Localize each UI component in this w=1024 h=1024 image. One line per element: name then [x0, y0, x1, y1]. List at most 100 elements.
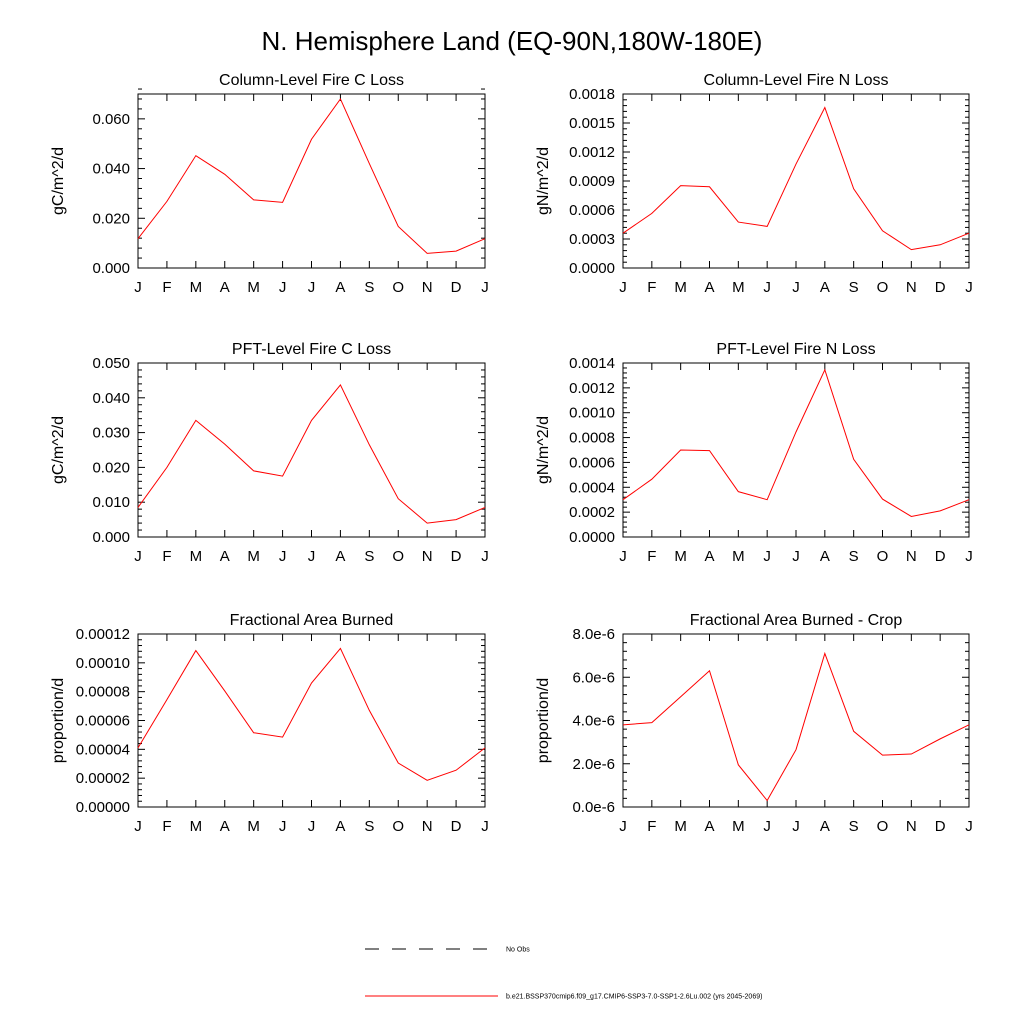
- x-tick-label: J: [792, 818, 800, 835]
- legend: No Obs b.e21.BSSP370cmip6.f09_g17.CMIP6-…: [365, 947, 762, 1001]
- y-axis-label: gN/m^2/d: [535, 147, 552, 215]
- x-tick-label: N: [422, 818, 433, 835]
- x-tick-label: J: [619, 548, 627, 565]
- x-tick-label: J: [619, 818, 627, 835]
- x-tick-label: J: [134, 548, 142, 565]
- y-tick-label: 4.0e-6: [572, 713, 615, 730]
- series-line: [622, 651, 970, 802]
- x-tick-label: F: [647, 548, 656, 565]
- chart-title: Fractional Area Burned: [230, 612, 394, 629]
- x-tick-label: J: [619, 279, 627, 296]
- y-tick-label: 0.050: [92, 355, 130, 372]
- x-tick-label: A: [704, 818, 714, 835]
- plot-frame: [622, 633, 970, 808]
- y-tick-label: 0.0015: [569, 115, 615, 132]
- x-tick-label: J: [134, 818, 142, 835]
- x-tick-label: M: [247, 548, 260, 565]
- y-tick-label: 0.0008: [569, 430, 615, 447]
- x-tick-label: M: [732, 279, 745, 296]
- x-tick-label: D: [935, 818, 946, 835]
- y-tick-label: 0.040: [92, 390, 130, 407]
- x-tick-label: M: [247, 279, 260, 296]
- x-tick-label: A: [820, 279, 830, 296]
- series-line: [622, 106, 970, 251]
- y-tick-label: 0.00008: [76, 684, 130, 701]
- series-line: [137, 647, 486, 781]
- y-tick-label: 0.0014: [569, 355, 615, 372]
- x-tick-label: J: [965, 279, 973, 296]
- x-tick-label: D: [935, 279, 946, 296]
- x-tick-label: S: [849, 818, 859, 835]
- plot-frame: [137, 362, 486, 538]
- x-tick-label: M: [190, 279, 203, 296]
- x-tick-label: J: [308, 548, 316, 565]
- series-line: [137, 97, 486, 254]
- x-tick-label: J: [279, 548, 287, 565]
- x-tick-label: J: [792, 548, 800, 565]
- x-tick-label: J: [965, 548, 973, 565]
- x-tick-label: A: [335, 279, 345, 296]
- figure-title: N. Hemisphere Land (EQ-90N,180W-180E): [262, 26, 763, 56]
- x-tick-label: A: [335, 548, 345, 565]
- series-line: [137, 383, 486, 524]
- y-tick-label: 0.00012: [76, 626, 130, 643]
- x-tick-label: J: [965, 818, 973, 835]
- y-tick-label: 0.040: [92, 161, 130, 178]
- x-tick-label: S: [364, 548, 374, 565]
- x-tick-label: D: [451, 818, 462, 835]
- y-tick-label: 0.00002: [76, 770, 130, 787]
- x-tick-label: M: [190, 818, 203, 835]
- x-tick-label: M: [674, 279, 687, 296]
- x-tick-label: J: [279, 279, 287, 296]
- y-tick-label: 0.060: [92, 111, 130, 128]
- plot-frame: [622, 93, 970, 269]
- y-axis-label: gC/m^2/d: [50, 147, 67, 215]
- x-tick-label: M: [674, 818, 687, 835]
- chart-title: Column-Level Fire C Loss: [219, 72, 404, 89]
- x-tick-label: A: [704, 548, 714, 565]
- chart-title: Fractional Area Burned - Crop: [690, 612, 903, 629]
- plot-frame: [137, 93, 486, 269]
- x-tick-label: J: [308, 279, 316, 296]
- x-tick-label: J: [481, 548, 489, 565]
- chart-title: PFT-Level Fire C Loss: [232, 341, 391, 358]
- x-tick-label: J: [308, 818, 316, 835]
- x-tick-label: F: [162, 818, 171, 835]
- x-tick-label: J: [481, 818, 489, 835]
- x-tick-label: N: [906, 279, 917, 296]
- x-tick-label: O: [877, 279, 889, 296]
- x-tick-label: A: [220, 818, 230, 835]
- y-tick-label: 0.0009: [569, 173, 615, 190]
- x-tick-label: M: [190, 548, 203, 565]
- x-tick-label: M: [674, 548, 687, 565]
- y-tick-label: 0.0012: [569, 380, 615, 397]
- y-axis-label: proportion/d: [535, 678, 552, 763]
- y-axis-label: gN/m^2/d: [535, 416, 552, 484]
- legend-label-no-obs: No Obs: [506, 947, 530, 954]
- x-tick-label: J: [134, 279, 142, 296]
- y-tick-label: 8.0e-6: [572, 626, 615, 643]
- x-tick-label: S: [849, 548, 859, 565]
- y-tick-label: 0.000: [92, 529, 130, 546]
- chart-title: PFT-Level Fire N Loss: [716, 341, 875, 358]
- chart-title: Column-Level Fire N Loss: [704, 72, 889, 89]
- y-tick-label: 0.000: [92, 260, 130, 277]
- y-tick-label: 0.0000: [569, 260, 615, 277]
- y-tick-label: 0.030: [92, 425, 130, 442]
- x-tick-label: J: [763, 548, 771, 565]
- x-tick-label: A: [220, 548, 230, 565]
- y-tick-label: 0.0018: [569, 86, 615, 103]
- legend-label-model: b.e21.BSSP370cmip6.f09_g17.CMIP6-SSP3-7.…: [506, 994, 762, 1001]
- y-tick-label: 0.020: [92, 210, 130, 227]
- y-tick-label: 0.0004: [569, 479, 615, 496]
- y-tick-label: 0.00006: [76, 713, 130, 730]
- x-tick-label: O: [392, 548, 404, 565]
- x-tick-label: N: [906, 548, 917, 565]
